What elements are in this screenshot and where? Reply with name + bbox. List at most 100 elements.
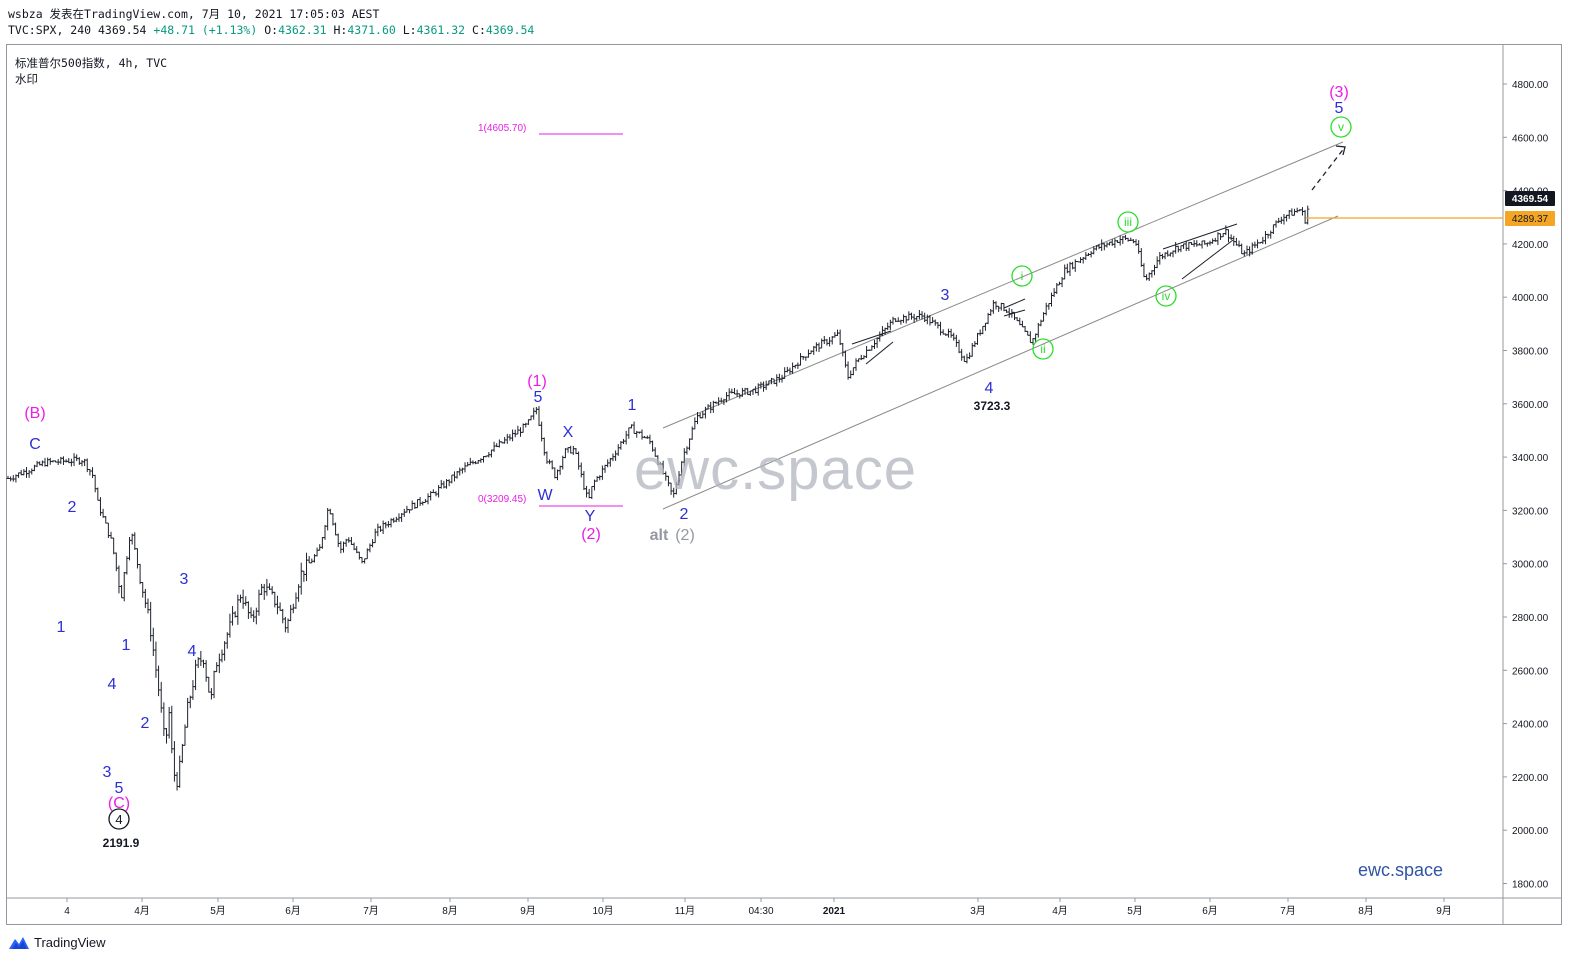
triangle-pattern-1 [851, 330, 894, 365]
ohlc-bar [833, 332, 837, 338]
price-tick-0: 4800.00 [1512, 80, 1549, 91]
ohlc-bar [1292, 208, 1297, 216]
tradingview-logo[interactable]: TradingView [8, 935, 106, 950]
ohlc-bar [289, 604, 293, 622]
ohlc-bar [603, 464, 607, 473]
ohlc-bar [851, 367, 855, 376]
ohlc-bar [1266, 233, 1270, 239]
wave-label-W: W [537, 487, 553, 504]
ohlc-bar [600, 465, 604, 480]
ohlc-bar [798, 353, 803, 366]
price-tick-12: 2400.00 [1512, 720, 1549, 731]
ohlc-bar [447, 479, 451, 487]
ohlc-bar [418, 497, 422, 507]
low-value-label: 2191.9 [103, 836, 140, 850]
ohlc-bar [1102, 243, 1106, 251]
ohlc-bar [1277, 217, 1281, 224]
ohlc-bar [870, 345, 874, 351]
price-tick-9: 3000.00 [1512, 560, 1549, 571]
ohlc-bar [260, 583, 264, 596]
ohlc-bar [392, 517, 396, 523]
ohlc-bar [1229, 234, 1233, 241]
ohlc-bar [466, 462, 470, 467]
ohlc-bar [553, 467, 557, 479]
high-label: H: [333, 23, 348, 37]
ohlc-bar [162, 702, 166, 737]
ohlc-bar [230, 606, 235, 626]
time-tick-1: 4月 [134, 905, 150, 917]
ohlc-bar [949, 328, 953, 338]
ohlc-bar [135, 548, 140, 569]
ohlc-bar [217, 653, 221, 674]
horizontal-level-tag-text: 4289.37 [1512, 214, 1549, 225]
ohlc-bar [1020, 320, 1025, 328]
wave-label-3b: 3 [180, 571, 189, 588]
ohlc-bar [349, 536, 354, 545]
ohlc-bar [1139, 248, 1143, 267]
ohlc-bar [1240, 243, 1244, 255]
circle-label-i: i [1011, 265, 1033, 287]
ohlc-bar [1049, 292, 1054, 307]
price-tick-6: 3600.00 [1512, 400, 1549, 411]
ohlc-bar [820, 338, 824, 349]
ohlc-bar [180, 743, 184, 764]
ohlc-bar [463, 462, 467, 473]
ohlc-bar [302, 570, 306, 582]
ohlc-bar [117, 565, 121, 594]
ohlc-bar [339, 541, 343, 554]
ohlc-bar [1271, 224, 1275, 235]
ohlc-bar [191, 680, 195, 700]
ohlc-bar [563, 448, 568, 459]
ohlc-bar [204, 660, 208, 682]
price-tick-11: 2600.00 [1512, 666, 1549, 677]
ohlc-bar [827, 337, 832, 347]
ohlc-bar [370, 539, 375, 548]
ohlc-bar [886, 322, 890, 331]
time-tick-8: 11月 [675, 905, 695, 917]
ohlc-bar [421, 501, 425, 506]
wave-label-4c: 4 [985, 380, 994, 397]
ohlc-bar [577, 451, 581, 470]
price-tick-8: 3200.00 [1512, 506, 1549, 517]
ohlc-bar [273, 591, 277, 608]
time-axis[interactable]: 4 4月 5月 6月 7月 8月 9月 10月 11月 04:30 2021 3月 4月 5月 6月 7月 8月… [64, 898, 1452, 917]
ohlc-bar [1063, 264, 1067, 280]
ohlc-bar [569, 445, 573, 454]
wave-label-Y: Y [585, 508, 596, 525]
ohlc-bar [376, 523, 380, 537]
ohlc-bar [336, 533, 340, 548]
open-value: 4362.31 [278, 23, 327, 37]
ohlc-bar [1181, 243, 1186, 249]
ohlc-bar [859, 354, 863, 361]
ohlc-bar [1285, 214, 1289, 222]
ohlc-bar [90, 467, 95, 479]
low-label: L: [402, 23, 417, 37]
ohlc-bar [254, 607, 258, 625]
time-tick-10: 2021 [823, 906, 846, 917]
wave-label-4a: 4 [108, 676, 117, 693]
ohlc-bar [1039, 319, 1043, 327]
close-label: C: [472, 23, 486, 37]
ohlc-bar [61, 456, 66, 465]
ohlc-bar [468, 457, 472, 466]
close-value: 4369.54 [485, 23, 535, 37]
ohlc-bar [962, 355, 966, 363]
time-tick-2: 5月 [210, 905, 226, 917]
wave-label-3a: 3 [103, 764, 112, 781]
ohlc-bar [122, 571, 126, 602]
time-tick-4: 7月 [363, 905, 379, 917]
ohlc-bar [1028, 331, 1032, 344]
ohlc-bar [740, 387, 745, 397]
svg-text:v: v [1338, 120, 1344, 134]
ohlc-bar [1118, 235, 1122, 246]
ohlc-bar [505, 433, 509, 444]
ohlc-bar [212, 670, 216, 699]
ohlc-bar [983, 322, 988, 331]
ohlc-bar [510, 429, 515, 442]
ohlc-bar [1211, 238, 1215, 244]
ohlc-bar [1295, 207, 1299, 213]
svg-text:4: 4 [115, 812, 122, 827]
chart-frame[interactable] [6, 44, 1562, 925]
ohlc-bar [611, 453, 615, 462]
